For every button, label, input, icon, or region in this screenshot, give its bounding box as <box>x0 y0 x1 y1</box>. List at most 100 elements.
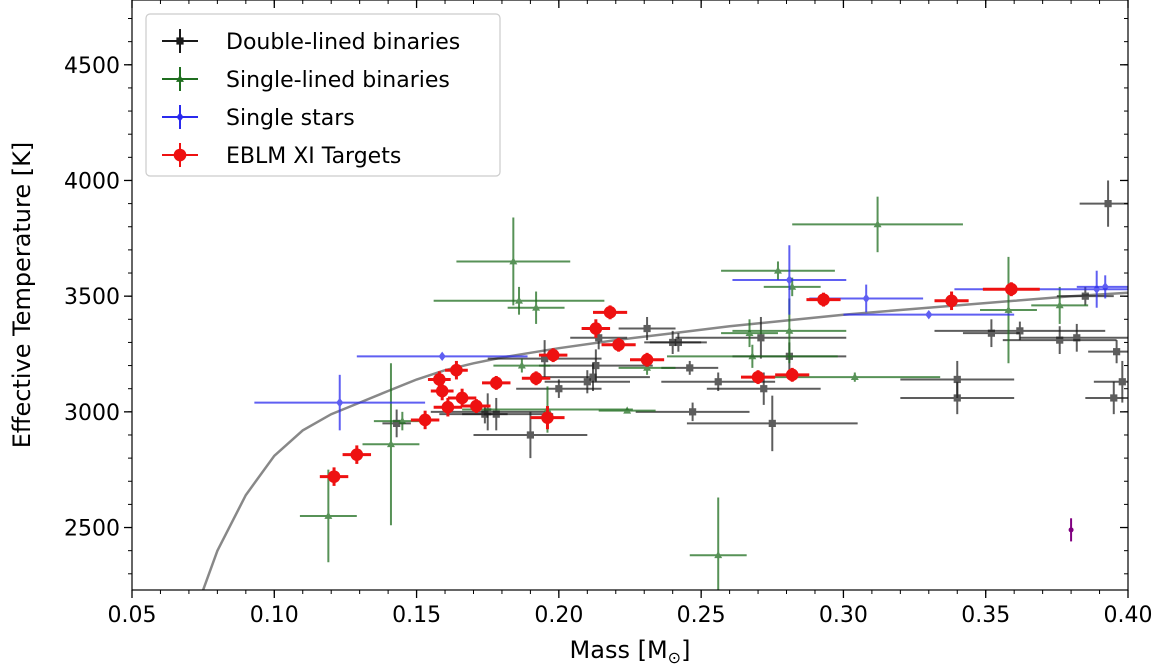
legend-label: EBLM XI Targets <box>226 144 401 169</box>
point-marker <box>1055 301 1064 309</box>
point-marker <box>643 324 651 333</box>
point-marker <box>768 419 776 428</box>
legend-entry: Double-lined binaries <box>162 29 460 55</box>
legend-marker <box>176 37 184 45</box>
point-marker <box>1118 378 1126 386</box>
data-point <box>342 445 372 464</box>
x-axis-title-end: ] <box>681 636 690 664</box>
point-marker <box>470 399 483 413</box>
x-tick-label: 0.40 <box>1104 603 1153 628</box>
point-marker <box>529 371 543 385</box>
point-marker <box>689 408 697 416</box>
point-marker <box>760 385 768 393</box>
point-marker <box>433 373 446 386</box>
data-point <box>618 316 676 341</box>
point-marker <box>492 410 500 418</box>
plot-area <box>201 180 1128 590</box>
y-tick-label: 2500 <box>64 517 120 542</box>
data-point <box>487 340 602 378</box>
y-axis-title: Effective Temperature [K] <box>8 142 36 448</box>
point-marker <box>455 391 469 405</box>
point-marker <box>953 394 961 402</box>
data-point <box>630 352 665 367</box>
point-marker <box>945 294 958 308</box>
x-tick-label: 0.15 <box>392 603 441 628</box>
data-point <box>493 358 551 373</box>
data-point <box>410 410 440 430</box>
point-marker <box>745 328 754 337</box>
data-point <box>433 397 463 417</box>
data-point <box>982 282 1040 297</box>
data-point <box>1085 381 1128 415</box>
data-point <box>544 370 630 394</box>
point-marker <box>583 378 591 386</box>
data-point <box>439 397 554 431</box>
data-point <box>1031 286 1089 324</box>
point-marker <box>515 296 523 304</box>
point-marker <box>686 364 694 372</box>
data-point <box>980 256 1037 364</box>
point-marker <box>1113 348 1121 356</box>
data-point <box>689 497 747 590</box>
data-point <box>649 333 707 352</box>
point-marker <box>435 384 449 398</box>
point-marker <box>393 419 401 428</box>
legend-marker <box>176 74 184 82</box>
point-marker <box>398 416 407 424</box>
point-marker <box>987 329 996 337</box>
legend-marker <box>173 148 187 162</box>
outlier-point <box>1068 527 1074 533</box>
point-marker <box>438 351 446 361</box>
data-point <box>1019 323 1128 352</box>
point-marker <box>450 363 463 377</box>
series-1 <box>382 180 1128 459</box>
data-point <box>666 344 838 368</box>
data-point <box>1088 340 1128 364</box>
point-marker <box>862 293 870 304</box>
point-marker <box>441 400 455 414</box>
data-point <box>507 291 565 324</box>
axis-ticks: 0.05 0.10 0.15 0.20 0.25 0.30 0.35 0.40 2500 3000… <box>64 0 1152 628</box>
data-point <box>934 291 969 311</box>
point-marker <box>324 511 333 519</box>
x-tick-label: 0.30 <box>819 603 868 628</box>
data-point <box>635 402 750 422</box>
data-point <box>482 375 511 390</box>
point-marker <box>817 293 830 306</box>
point-marker <box>612 338 625 352</box>
legend-entry: EBLM XI Targets <box>162 143 401 169</box>
data-point <box>462 399 491 413</box>
point-marker <box>785 368 799 382</box>
y-tick-label: 3500 <box>64 285 120 310</box>
data-point <box>530 406 565 430</box>
legend-entry: Single-lined binaries <box>162 67 450 93</box>
point-marker <box>640 353 654 367</box>
axes-frame <box>131 0 1129 591</box>
point-marker <box>336 397 344 408</box>
point-marker <box>592 361 600 370</box>
data-point <box>356 351 528 361</box>
x-tick-label: 0.10 <box>250 603 299 628</box>
point-marker <box>774 266 782 274</box>
data-point <box>538 348 568 363</box>
point-marker <box>623 406 632 414</box>
point-marker <box>1104 200 1112 208</box>
point-marker <box>714 378 722 386</box>
point-marker <box>589 373 597 381</box>
point-marker <box>546 348 560 362</box>
data-point <box>430 381 454 401</box>
point-marker <box>748 351 757 360</box>
series-2 <box>299 196 1089 590</box>
point-marker <box>1056 336 1064 344</box>
point-marker <box>589 322 603 335</box>
data-point <box>675 316 847 359</box>
x-tick-label: 0.05 <box>108 603 157 628</box>
data-point <box>1002 326 1117 354</box>
x-axis-title: Mass [M⊙] <box>570 636 691 667</box>
point-marker <box>603 306 617 319</box>
point-marker <box>350 448 364 461</box>
x-axis-title-main: Mass [M <box>570 636 668 664</box>
point-marker <box>714 550 723 559</box>
point-marker <box>1005 282 1018 296</box>
data-point <box>447 388 477 408</box>
